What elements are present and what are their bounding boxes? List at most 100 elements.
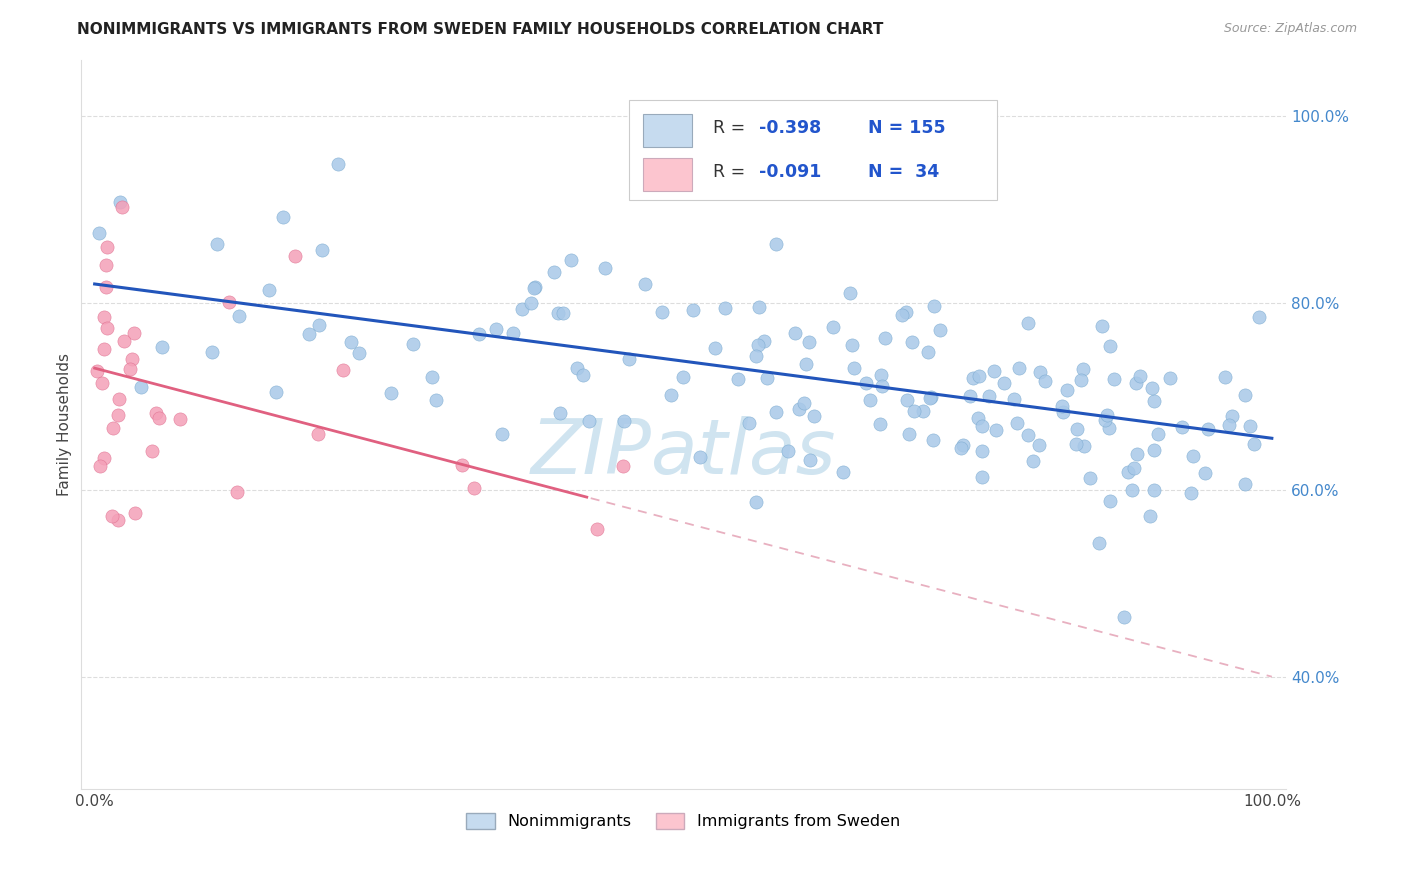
Point xyxy=(794,357,817,371)
Point xyxy=(402,336,425,351)
Point xyxy=(967,411,990,425)
Point xyxy=(121,351,143,366)
Point xyxy=(1008,360,1031,375)
Point xyxy=(560,252,582,267)
Point xyxy=(257,283,280,297)
Point xyxy=(380,386,402,401)
Point xyxy=(585,522,607,536)
Point xyxy=(107,408,129,422)
Point xyxy=(612,459,634,474)
Point xyxy=(977,389,1000,403)
Point xyxy=(96,240,118,254)
Point xyxy=(547,306,569,320)
Point xyxy=(1091,318,1114,333)
Point xyxy=(107,513,129,527)
Point xyxy=(967,369,990,384)
Point xyxy=(93,451,115,466)
Point xyxy=(872,379,894,393)
Point xyxy=(1139,509,1161,524)
Point xyxy=(704,341,727,355)
Point xyxy=(150,340,173,354)
Point xyxy=(689,450,711,464)
Point xyxy=(485,322,508,336)
Point xyxy=(524,280,547,294)
Point xyxy=(713,301,735,315)
Point xyxy=(922,299,945,313)
Point xyxy=(1005,416,1028,430)
Point xyxy=(1180,486,1202,500)
Point xyxy=(803,409,825,423)
Point xyxy=(112,334,135,348)
Text: ZIPatlas: ZIPatlas xyxy=(530,417,837,491)
Point xyxy=(124,326,146,340)
Point xyxy=(548,406,571,420)
Point xyxy=(748,300,770,314)
Point xyxy=(842,361,865,376)
Point xyxy=(1070,373,1092,387)
Point xyxy=(1066,422,1088,436)
Point xyxy=(896,393,918,408)
Point xyxy=(463,481,485,495)
Point xyxy=(1122,460,1144,475)
Point xyxy=(451,458,474,472)
Point xyxy=(264,385,287,400)
Point xyxy=(1002,392,1025,407)
Point xyxy=(141,444,163,458)
Point xyxy=(1099,339,1122,353)
Point xyxy=(332,363,354,377)
Text: R =: R = xyxy=(713,120,751,137)
Point xyxy=(349,346,371,360)
Point xyxy=(921,433,943,447)
Point xyxy=(797,334,820,349)
Point xyxy=(1102,372,1125,386)
Point xyxy=(661,388,683,402)
Point xyxy=(755,371,778,385)
Point xyxy=(1056,383,1078,397)
Point xyxy=(912,403,935,417)
Point xyxy=(901,334,924,349)
Point xyxy=(949,441,972,455)
FancyBboxPatch shape xyxy=(644,158,692,191)
Point xyxy=(93,310,115,324)
FancyBboxPatch shape xyxy=(644,114,692,147)
Point xyxy=(793,396,815,410)
Point xyxy=(839,285,862,300)
Point xyxy=(1073,361,1095,376)
Point xyxy=(86,364,108,378)
Point xyxy=(651,305,673,319)
Point xyxy=(205,237,228,252)
Point xyxy=(776,444,799,458)
Point xyxy=(468,327,491,342)
Point xyxy=(1233,477,1256,491)
Point xyxy=(129,380,152,394)
Point xyxy=(491,427,513,442)
Point xyxy=(1143,442,1166,457)
Point xyxy=(745,349,768,363)
Text: -0.091: -0.091 xyxy=(759,163,821,181)
Point xyxy=(799,453,821,467)
Point xyxy=(855,376,877,390)
Point xyxy=(1159,371,1181,385)
Point xyxy=(89,226,111,240)
Point xyxy=(993,376,1015,391)
Point xyxy=(96,321,118,335)
Point xyxy=(1233,388,1256,402)
Point xyxy=(672,369,695,384)
Point xyxy=(578,414,600,428)
Point xyxy=(425,392,447,407)
Point xyxy=(1017,427,1039,442)
FancyBboxPatch shape xyxy=(628,100,997,201)
Point xyxy=(970,470,993,484)
Point xyxy=(952,437,974,451)
Point xyxy=(90,376,112,390)
Point xyxy=(307,427,329,442)
Point xyxy=(1073,439,1095,453)
Point xyxy=(298,327,321,342)
Point xyxy=(1022,453,1045,467)
Point xyxy=(523,281,546,295)
Y-axis label: Family Households: Family Households xyxy=(58,352,72,496)
Point xyxy=(1033,374,1056,388)
Point xyxy=(1080,471,1102,485)
Point xyxy=(875,331,897,345)
Point xyxy=(1126,447,1149,461)
